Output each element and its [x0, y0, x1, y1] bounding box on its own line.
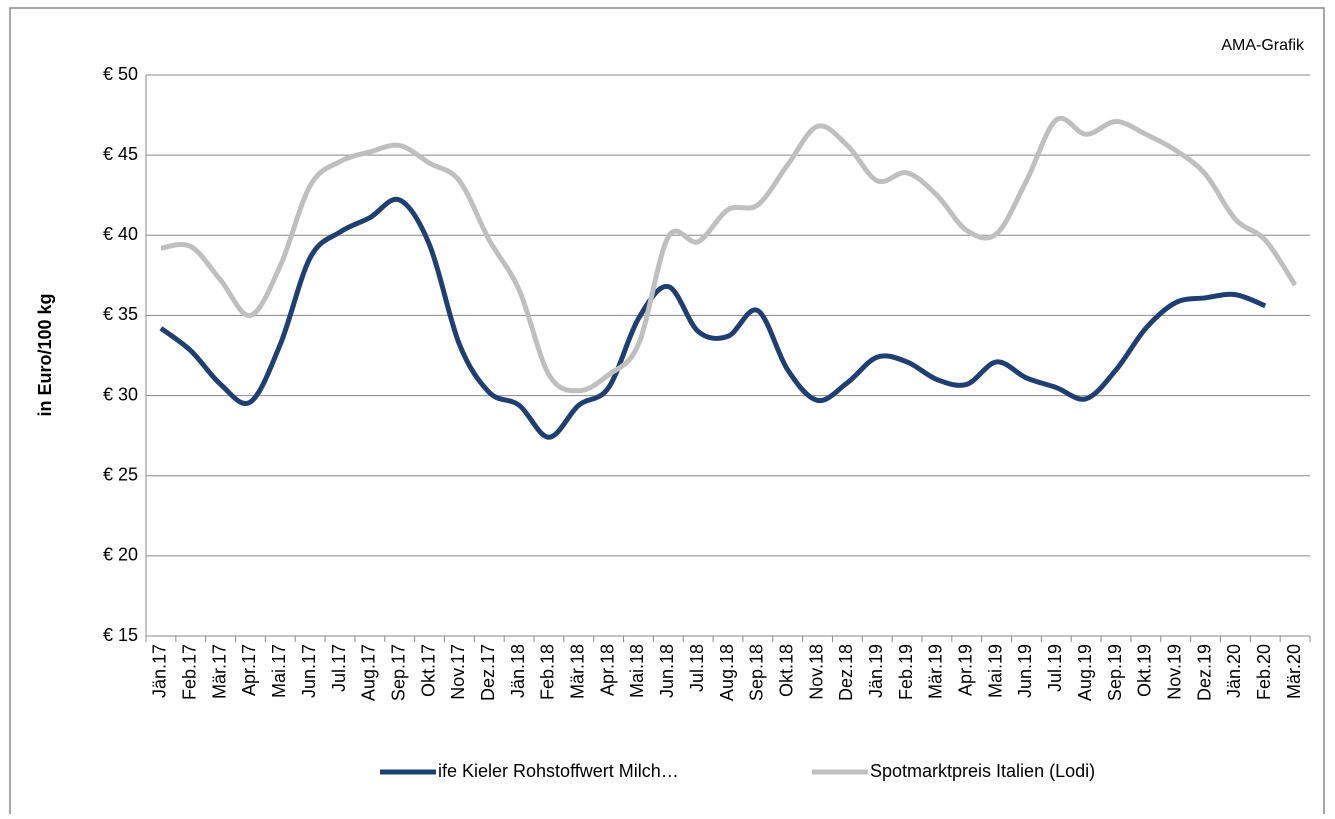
x-tick-label: Dez.17 [478, 644, 498, 701]
x-tick-label: Jul.18 [687, 644, 707, 692]
y-tick-label: € 45 [103, 144, 138, 164]
x-tick-label: Dez.19 [1194, 644, 1214, 701]
x-tick-label: Jän.20 [1224, 644, 1244, 698]
x-tick-label: Jun.18 [657, 644, 677, 698]
x-tick-label: Jun.19 [1015, 644, 1035, 698]
x-tick-label: Jul.19 [1045, 644, 1065, 692]
x-tick-label: Sep.17 [388, 644, 408, 701]
x-tick-label: Feb.20 [1254, 644, 1274, 700]
y-tick-label: € 15 [103, 625, 138, 645]
y-tick-label: € 25 [103, 464, 138, 484]
x-tick-label: Mai.19 [985, 644, 1005, 698]
x-tick-label: Aug.18 [717, 644, 737, 701]
x-tick-label: Mär.20 [1284, 644, 1304, 699]
legend-label: Spotmarktpreis Italien (Lodi) [870, 761, 1095, 781]
x-tick-label: Apr.19 [956, 644, 976, 696]
annotation: AMA-Grafik [1221, 37, 1305, 54]
y-tick-label: € 35 [103, 304, 138, 324]
x-tick-label: Jän.19 [866, 644, 886, 698]
y-tick-label: € 30 [103, 384, 138, 404]
y-tick-label: € 40 [103, 224, 138, 244]
x-tick-label: Okt.18 [776, 644, 796, 697]
x-tick-label: Sep.19 [1105, 644, 1125, 701]
x-tick-label: Apr.18 [597, 644, 617, 696]
x-tick-label: Sep.18 [747, 644, 767, 701]
x-tick-label: Jun.17 [299, 644, 319, 698]
legend-label: ife Kieler Rohstoffwert Milch… [438, 761, 679, 781]
x-tick-label: Mär.19 [926, 644, 946, 699]
x-tick-label: Dez.18 [836, 644, 856, 701]
x-tick-label: Nov.18 [806, 644, 826, 700]
x-tick-label: Jul.17 [329, 644, 349, 692]
x-tick-label: Nov.17 [448, 644, 468, 700]
x-tick-label: Mai.17 [269, 644, 289, 698]
x-tick-label: Nov.19 [1164, 644, 1184, 700]
x-tick-label: Jän.18 [508, 644, 528, 698]
x-tick-label: Okt.19 [1135, 644, 1155, 697]
x-tick-label: Feb.17 [180, 644, 200, 700]
y-axis-label: in Euro/100 kg [35, 293, 55, 416]
x-tick-label: Mär.17 [209, 644, 229, 699]
line-series [159, 196, 1267, 440]
x-tick-label: Apr.17 [239, 644, 259, 696]
x-tick-label: Feb.19 [896, 644, 916, 700]
chart-border [9, 7, 1325, 819]
line-series [160, 115, 1298, 394]
y-tick-label: € 50 [103, 64, 138, 84]
x-tick-label: Jän.17 [150, 644, 170, 698]
x-tick-label: Okt.17 [418, 644, 438, 697]
x-tick-label: Mär.18 [568, 644, 588, 699]
y-tick-label: € 20 [103, 545, 138, 565]
x-tick-label: Aug.17 [359, 644, 379, 701]
x-tick-label: Aug.19 [1075, 644, 1095, 701]
x-tick-label: Feb.18 [538, 644, 558, 700]
x-tick-label: Mai.18 [627, 644, 647, 698]
